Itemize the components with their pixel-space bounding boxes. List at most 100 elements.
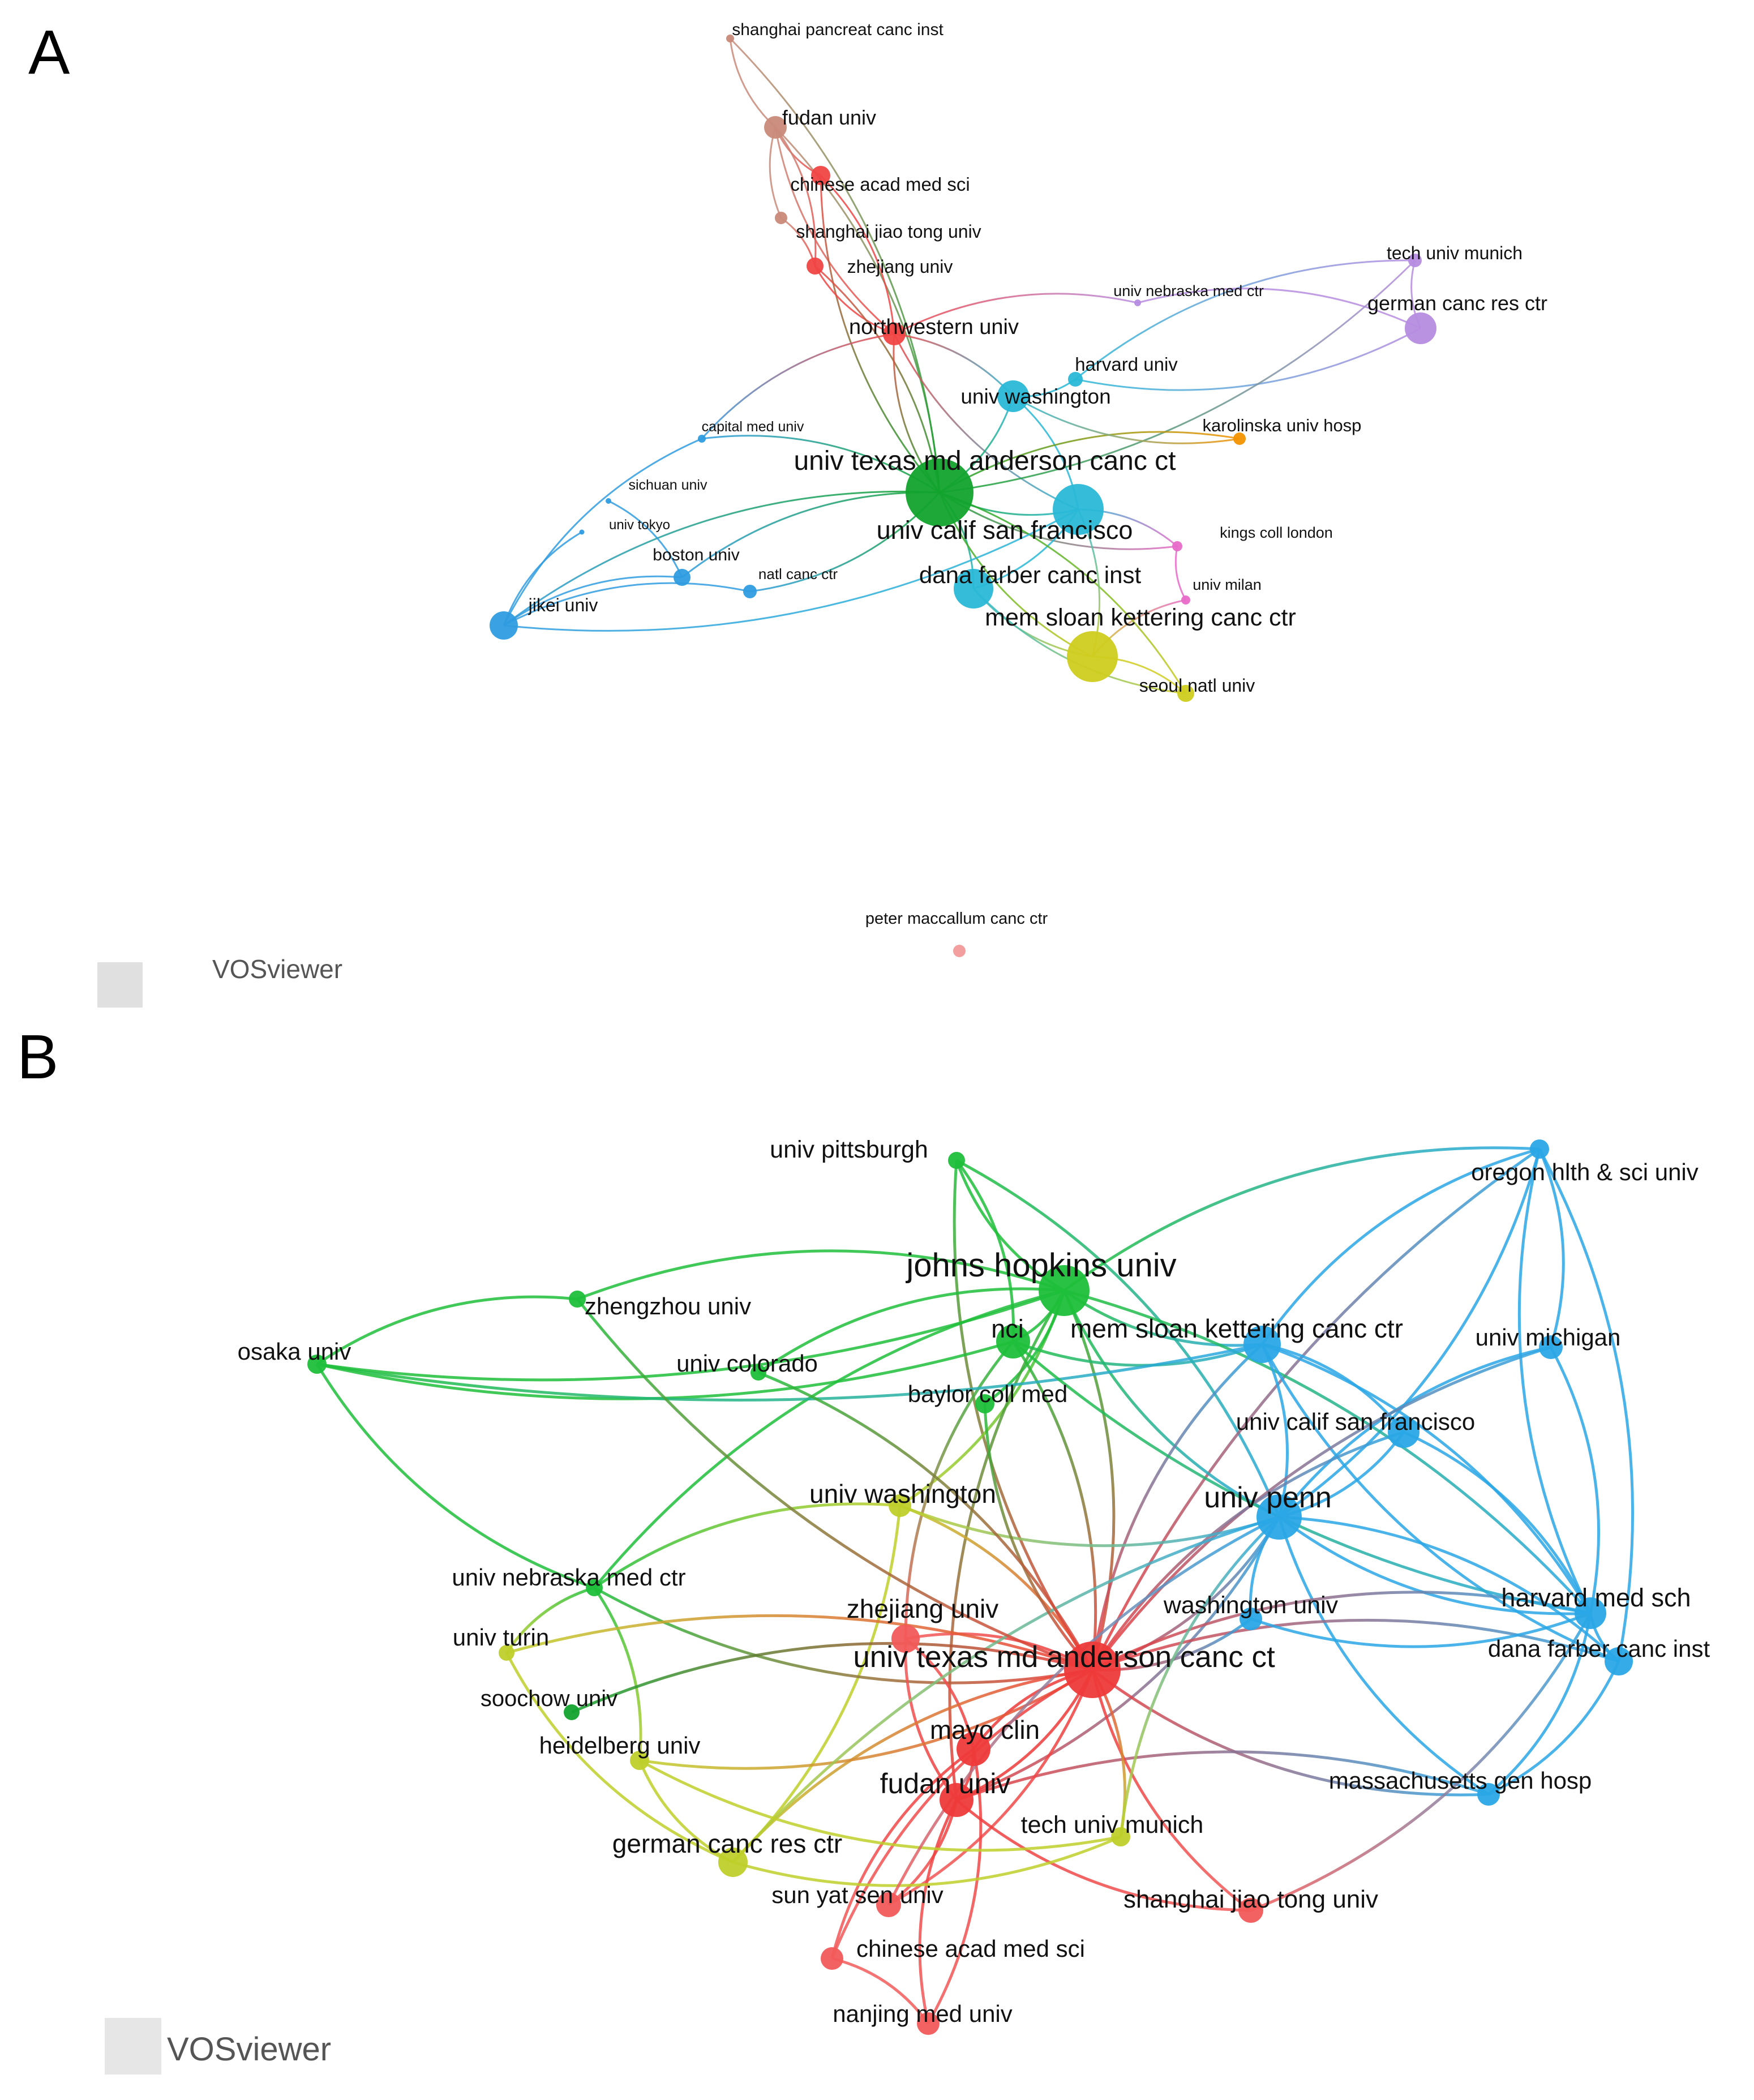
node-label: sun yat sen univ — [771, 1882, 944, 1908]
node-label: jikei univ — [528, 595, 598, 615]
network-node — [1067, 631, 1118, 682]
node-label: kings coll london — [1220, 524, 1333, 541]
network-link — [1091, 1669, 1252, 1912]
network-node — [1256, 1494, 1302, 1540]
node-label: peter maccallum canc ctr — [865, 910, 1048, 928]
node-label: univ tokyo — [609, 517, 670, 533]
network-link — [831, 1957, 930, 2025]
network-link — [1250, 1612, 1592, 1912]
network-node — [1408, 254, 1422, 267]
network-link — [1092, 1618, 1619, 1672]
network-node — [586, 1579, 603, 1596]
network-link — [732, 1515, 1280, 1863]
node-label: shanghai jiao tong univ — [796, 221, 981, 242]
node-label: univ texas md anderson canc ct — [794, 446, 1176, 476]
network-node — [1111, 1827, 1130, 1846]
network-link — [1279, 1515, 1620, 1662]
network-node — [1388, 1416, 1420, 1448]
network-link — [774, 127, 895, 335]
network-node — [1134, 299, 1141, 306]
network-link — [1549, 1346, 1601, 1614]
node-label: univ washington — [960, 385, 1110, 408]
network-link — [899, 1504, 1280, 1548]
node-label: northwestern univ — [849, 315, 1019, 339]
network-link — [956, 1516, 1281, 1802]
node-label: harvard med sch — [1501, 1583, 1691, 1612]
network-node — [698, 435, 706, 443]
network-link — [1062, 1289, 1116, 1670]
network-node — [775, 212, 787, 224]
node-label: univ turin — [453, 1624, 549, 1651]
panel-a-labels: shanghai pancreat canc inst fudan univ chi… — [528, 20, 1547, 928]
network-link — [701, 435, 940, 494]
network-node — [1605, 1647, 1633, 1675]
node-label: osaka univ — [238, 1338, 351, 1365]
network-node — [1177, 685, 1194, 702]
network-node — [579, 529, 585, 535]
vosviewer-logo-icon — [105, 2018, 161, 2075]
network-link — [918, 1799, 958, 2024]
network-node — [1405, 312, 1436, 344]
node-label: german canc res ctr — [1367, 292, 1547, 315]
network-link — [1011, 1340, 1097, 1670]
network-link — [894, 293, 1138, 335]
network-node — [307, 1355, 327, 1374]
network-node — [1238, 1898, 1263, 1923]
network-node — [807, 258, 824, 275]
network-node — [1240, 1608, 1262, 1630]
network-node — [1243, 1326, 1281, 1363]
node-label: chinese acad med sci — [856, 1935, 1085, 1962]
network-node — [811, 166, 830, 185]
panel-a: A shanghai pancreat canc inst fudan univ c… — [28, 18, 1547, 1008]
network-link — [1013, 395, 1240, 444]
network-node — [1053, 484, 1104, 535]
network-link — [503, 438, 702, 626]
network-link — [1250, 1612, 1591, 1648]
panel-a-nodes — [490, 35, 1436, 957]
panel-b-nodes — [307, 1139, 1633, 2035]
network-node — [906, 458, 974, 526]
network-node — [996, 1325, 1030, 1358]
network-link — [701, 333, 895, 439]
network-link — [1091, 1430, 1404, 1671]
network-link — [608, 500, 683, 578]
node-label: univ milan — [1193, 576, 1262, 593]
network-link — [904, 1340, 1014, 1639]
network-link — [732, 1835, 1121, 1887]
network-node — [1233, 432, 1246, 445]
node-label: shanghai jiao tong univ — [1123, 1885, 1378, 1913]
network-link — [948, 1289, 1066, 1801]
network-link — [503, 582, 751, 627]
network-node — [1064, 1642, 1121, 1698]
node-label: johns hopkins univ — [905, 1247, 1176, 1284]
network-node — [883, 323, 906, 345]
network-link — [571, 1642, 1093, 1714]
network-link — [1487, 1660, 1620, 1796]
network-link — [1091, 1345, 1551, 1671]
network-link — [1487, 1613, 1592, 1795]
network-link — [1403, 1430, 1592, 1614]
network-node — [1039, 1265, 1090, 1316]
node-label: dana farber canc inst — [1488, 1635, 1710, 1662]
network-link — [899, 1504, 1094, 1671]
network-link — [506, 1614, 1093, 1672]
network-node — [674, 569, 691, 586]
network-link — [593, 1289, 1065, 1589]
node-label: natl canc ctr — [758, 565, 838, 582]
network-link — [1063, 1289, 1263, 1347]
network-link — [939, 431, 1240, 494]
network-link — [1278, 1148, 1541, 1519]
network-link — [757, 1287, 1065, 1374]
network-node — [975, 1394, 994, 1413]
network-node — [957, 1732, 990, 1766]
network-link — [316, 1343, 1263, 1402]
network-node — [821, 1947, 843, 1970]
network-link — [1091, 1343, 1263, 1670]
node-label: univ michigan — [1476, 1324, 1621, 1351]
network-link — [830, 1747, 975, 1959]
network-link — [887, 1515, 1280, 1906]
node-label: tech univ munich — [1021, 1811, 1204, 1838]
node-label: soochow univ — [481, 1686, 617, 1711]
node-label: tech univ munich — [1387, 243, 1523, 263]
